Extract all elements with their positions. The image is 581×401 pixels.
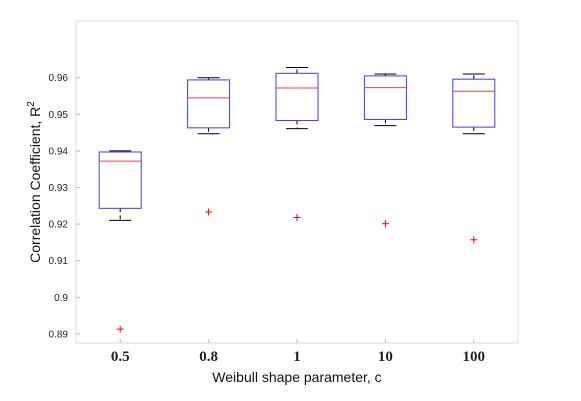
x-tick-label: 10 [378,349,393,365]
plot-frame [75,20,519,344]
x-tick-label: 100 [463,349,486,365]
y-axis-title-superscript: 2 [26,101,37,107]
y-tick-label: 0.93 [49,183,69,194]
box-iqr [187,79,231,129]
box-iqr [452,78,496,128]
y-axis: 0.89 0.9 0.91 0.92 0.93 0.94 0.95 0.96 [49,73,80,340]
box-1 [275,66,319,221]
y-tick-label: 0.89 [49,329,69,340]
y-tick-label: 0.94 [49,146,69,157]
x-tick-label: 0.8 [199,349,218,365]
y-tick-label: 0.9 [54,293,68,304]
y-axis-title-main: Correlation Coefficient, R [27,107,43,263]
box-10 [363,73,407,228]
boxes-group [98,66,496,333]
box-iqr [363,75,407,120]
y-axis-title: Correlation Coefficient, R2 [26,101,43,263]
box-iqr [275,72,319,122]
x-tick-label: 0.5 [111,349,130,365]
y-tick-label: 0.96 [49,73,69,84]
outlier-marker [293,213,301,221]
box-0.5 [98,150,142,333]
y-tick-label: 0.91 [49,256,69,267]
outlier-marker [116,325,124,333]
box-0.8 [187,77,231,216]
x-axis-title: Weibull shape parameter, c [212,369,381,385]
x-axis: 0.5 0.8 1 10 100 [111,339,485,365]
outlier-marker [205,208,213,216]
box-100 [452,73,496,244]
y-tick-label: 0.92 [49,220,69,231]
outlier-marker [470,236,478,244]
outlier-marker [381,220,389,228]
y-tick-label: 0.95 [49,110,69,121]
box-iqr [98,151,142,209]
x-tick-label: 1 [293,349,301,365]
